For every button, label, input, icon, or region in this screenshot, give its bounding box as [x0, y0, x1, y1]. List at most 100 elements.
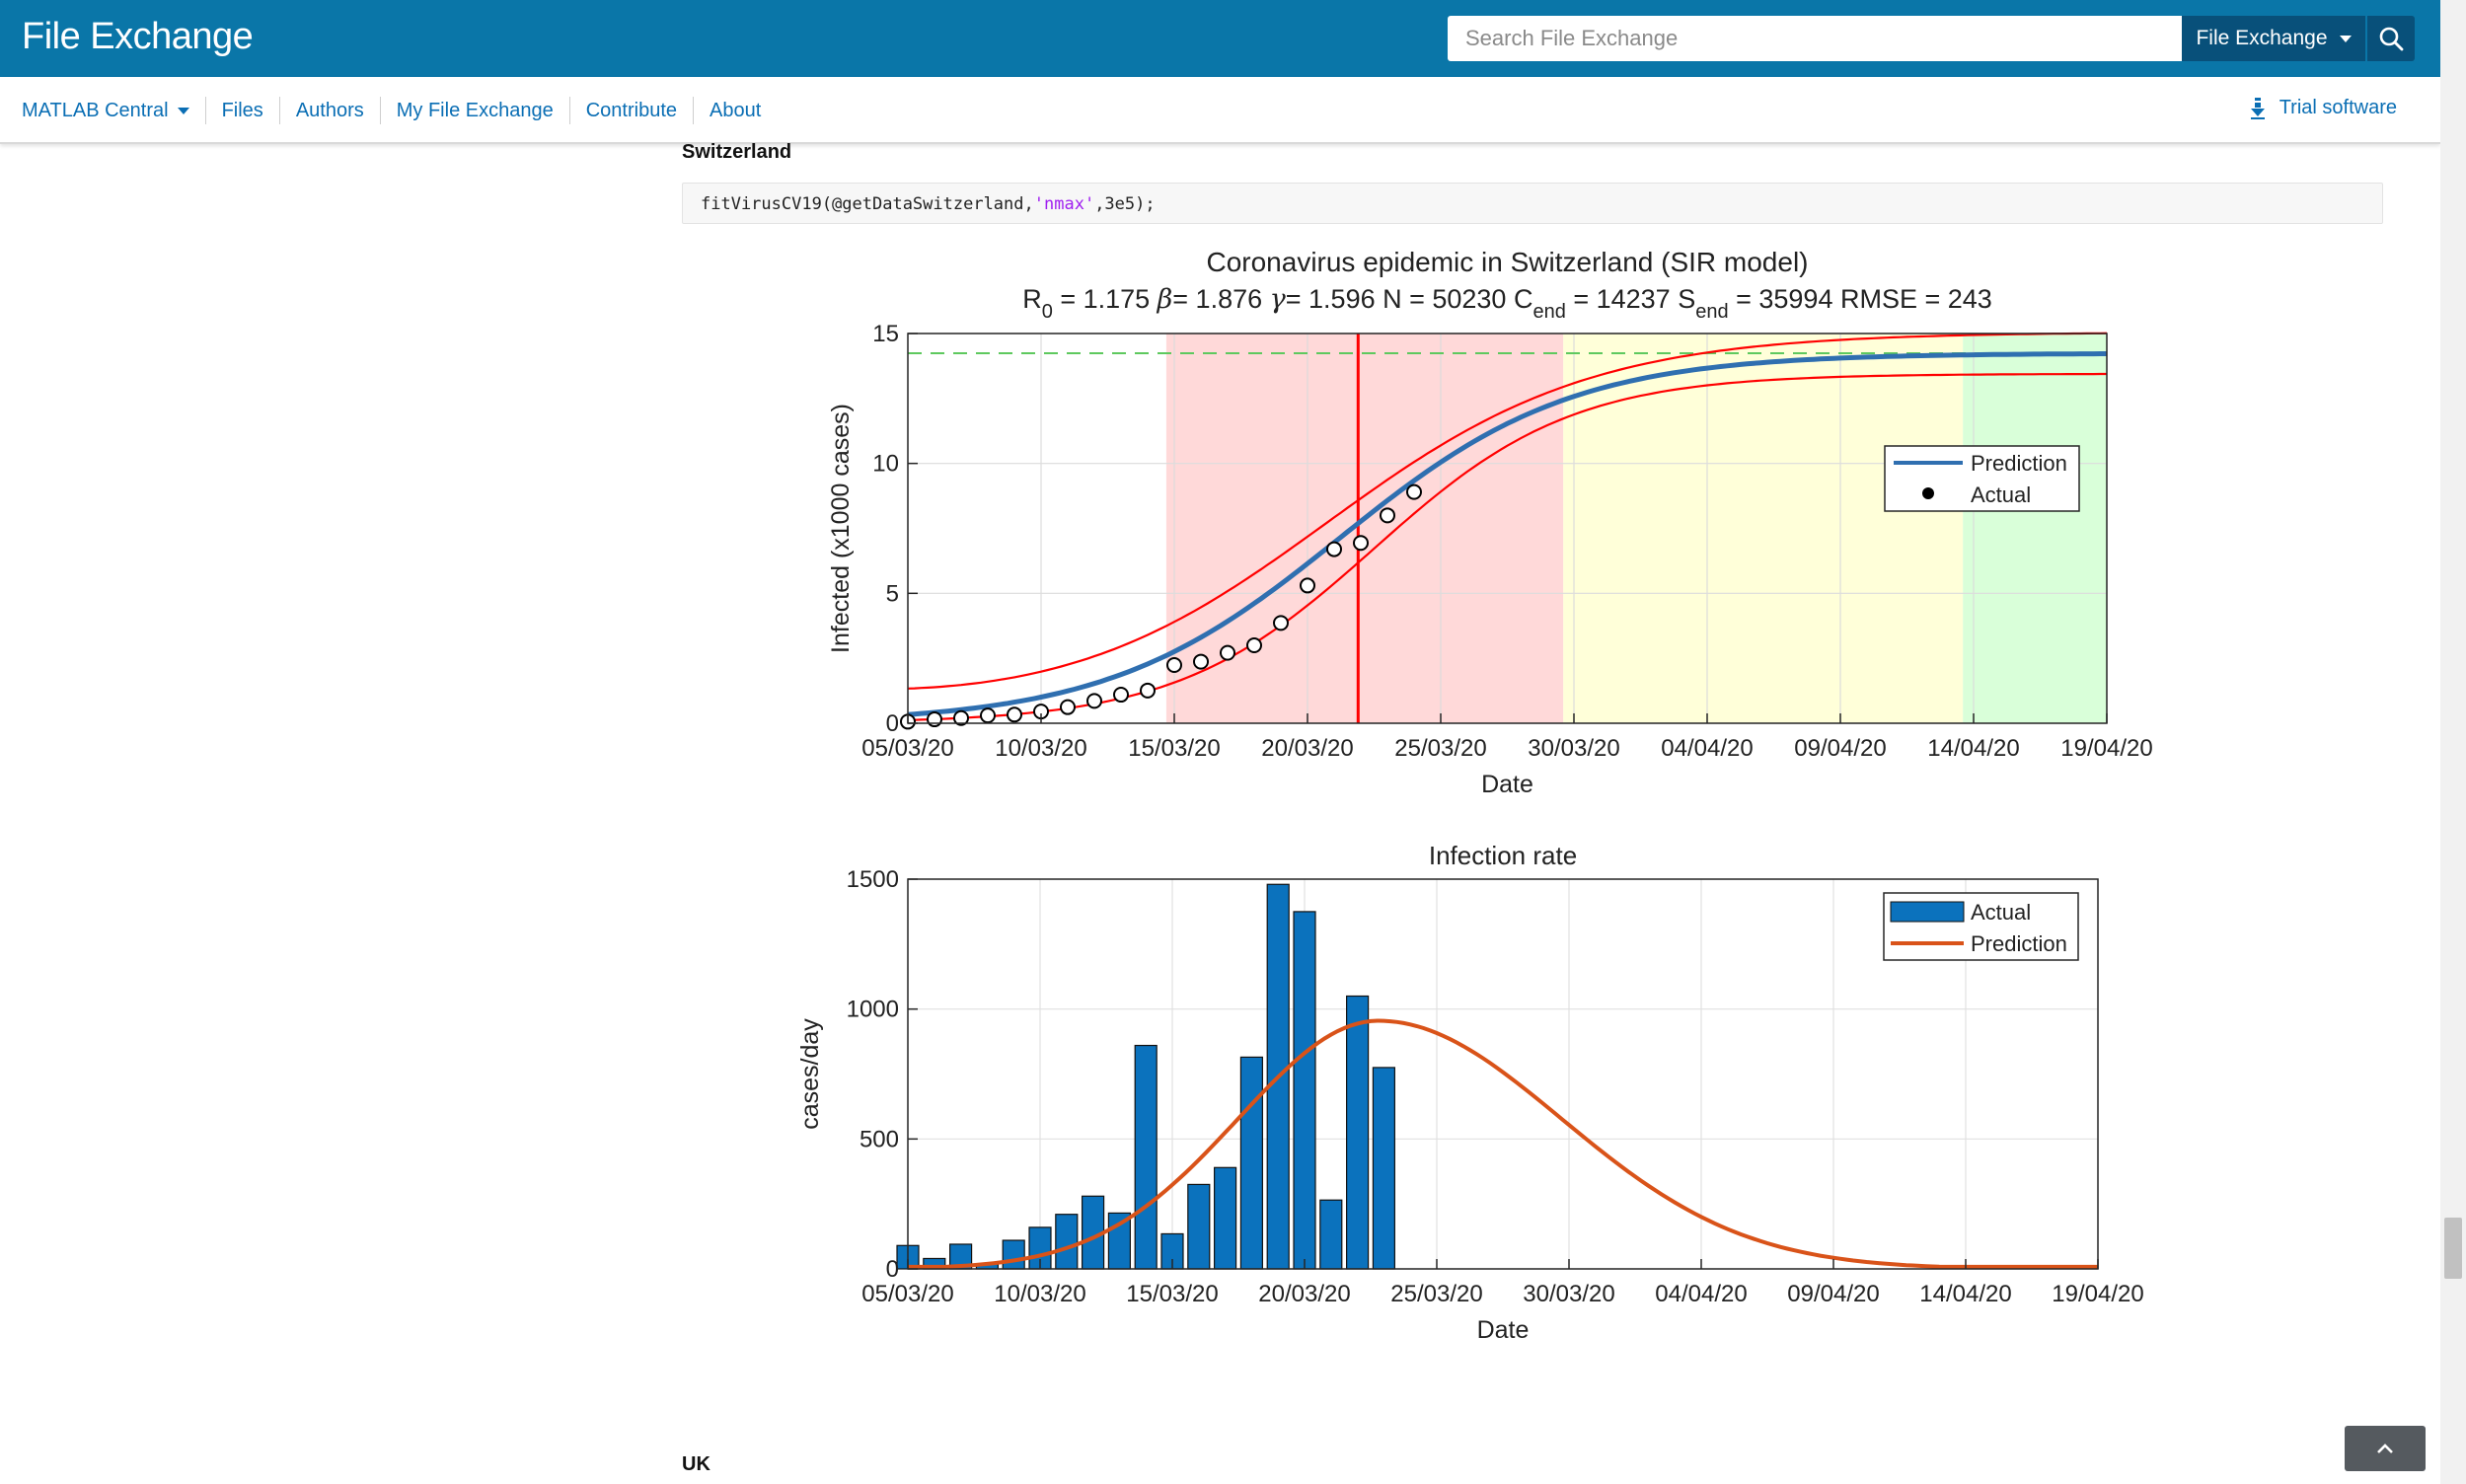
y-tick-label: 10: [872, 451, 899, 478]
nav-matlab-central[interactable]: MATLAB Central: [22, 97, 205, 124]
nav-authors[interactable]: Authors: [278, 97, 380, 124]
chart-title: Infection rate: [1429, 841, 1577, 870]
nav-label: MATLAB Central: [22, 99, 169, 121]
x-tick-label: 30/03/20: [1528, 735, 1619, 762]
code-text-suffix: ,3e5);: [1094, 194, 1156, 214]
infection-rate-chart: Infection rate 05/03/20 10/03/20 15/03/20 20…: [799, 841, 2144, 1344]
actual-point: [1007, 706, 1022, 723]
x-tick-label: 09/04/20: [1787, 1281, 1879, 1307]
prediction-line: [908, 1018, 2098, 1269]
actual-point: [1140, 682, 1156, 699]
search-scope-label: File Exchange: [2196, 27, 2328, 49]
actual-bar: [1134, 1044, 1158, 1270]
x-tick-label: 10/03/20: [995, 735, 1086, 762]
subtitle-part: = 35994 RMSE = 243: [1736, 284, 1992, 314]
chevron-up-icon: [2377, 1444, 2393, 1453]
actual-point: [1273, 615, 1289, 631]
chevron-down-icon: [2339, 35, 2352, 42]
actual-bar: [1187, 1183, 1211, 1270]
x-axis-label: Date: [1481, 771, 1533, 798]
legend-prediction-label: Prediction: [1971, 931, 2067, 956]
download-icon: [2250, 97, 2265, 119]
y-tick-label: 15: [872, 321, 899, 347]
x-tick-label: 14/04/20: [1919, 1281, 2011, 1307]
code-text: fitVirusCV19(@getDataSwitzerland,: [701, 194, 1034, 214]
phase-band-2: [1963, 334, 2107, 723]
x-tick-label: 25/03/20: [1390, 1281, 1482, 1307]
subtitle-part: = 1.596 N = 50230 C: [1286, 284, 1533, 314]
trial-software-link[interactable]: Trial software: [2250, 97, 2397, 119]
subtitle-part: end: [1695, 301, 1728, 323]
y-axis-label: cases/day: [799, 1018, 824, 1130]
actual-point: [1060, 699, 1076, 715]
subtitle-baseline: [1053, 284, 1061, 314]
subtitle-part: end: [1532, 301, 1565, 323]
actual-point: [1086, 693, 1102, 709]
search-input[interactable]: [1448, 16, 2182, 61]
scrollbar-thumb[interactable]: [2444, 1218, 2462, 1279]
x-tick-label: 10/03/20: [994, 1281, 1085, 1307]
legend-actual-swatch: [1890, 901, 1965, 923]
actual-bar: [1214, 1166, 1237, 1270]
y-axis-label: Infected (x1000 cases): [827, 404, 855, 653]
nav-about[interactable]: About: [693, 97, 777, 124]
subtitle-baseline: [1729, 284, 1737, 314]
legend-box: [1884, 445, 2080, 512]
x-tick-label: 09/04/20: [1794, 735, 1886, 762]
subtitle-part: 0: [1042, 301, 1053, 323]
nav-links: MATLAB Central Files Authors My File Exc…: [22, 97, 777, 124]
actual-bar: [1002, 1239, 1025, 1270]
nav-files[interactable]: Files: [204, 97, 279, 124]
actual-bar: [1293, 911, 1316, 1270]
code-string: 'nmax': [1033, 194, 1095, 214]
subtitle-part: = 1.175: [1060, 284, 1157, 314]
actual-point: [1246, 637, 1262, 653]
x-tick-label: 04/04/20: [1661, 735, 1753, 762]
x-tick-label: 15/03/20: [1126, 1281, 1218, 1307]
nav-contribute[interactable]: Contribute: [568, 97, 693, 124]
brand-logo[interactable]: File Exchange: [22, 16, 254, 57]
actual-bar: [1346, 995, 1370, 1270]
scroll-to-top-button[interactable]: [2345, 1426, 2426, 1471]
actual-bar: [1372, 1067, 1395, 1270]
x-tick-label: 14/04/20: [1927, 735, 2019, 762]
x-axis-label: Date: [1477, 1316, 1530, 1344]
legend-actual-label: Actual: [1971, 482, 2031, 507]
search-scope-dropdown[interactable]: File Exchange: [2182, 16, 2365, 61]
y-tick-label: 0: [886, 710, 899, 737]
lower-bound-line: [907, 372, 2107, 721]
nav-label: Authors: [295, 99, 364, 121]
chart-title: Coronavirus epidemic in Switzerland (SIR…: [1206, 247, 1808, 277]
trial-label: Trial software: [2279, 97, 2397, 118]
upper-bound-line: [907, 332, 2108, 690]
actual-bar: [1239, 1056, 1263, 1270]
subtitle-baseline: [1566, 284, 1574, 314]
prediction-line: [907, 351, 2107, 717]
chevron-down-icon: [177, 107, 189, 114]
subtitle-part: γ: [1270, 284, 1287, 315]
nav-label: Files: [221, 99, 263, 121]
subtitle-part: = 14237 S: [1573, 284, 1695, 314]
y-tick-label: 1500: [847, 866, 899, 893]
x-tick-label: 19/04/20: [2052, 1281, 2143, 1307]
x-tick-label: 19/04/20: [2060, 735, 2152, 762]
actual-point: [1166, 657, 1182, 674]
legend-actual-swatch: [1922, 487, 1934, 499]
actual-point: [1193, 653, 1209, 670]
x-tick-label: 20/03/20: [1258, 1281, 1350, 1307]
section-title-uk: UK: [682, 1453, 710, 1475]
actual-point: [953, 709, 969, 726]
actual-point: [1353, 535, 1369, 552]
phase-band-1: [1563, 334, 1964, 723]
actual-bar: [1319, 1199, 1343, 1270]
actual-bar: [1055, 1214, 1079, 1270]
actual-point: [1406, 483, 1422, 500]
nav-label: My File Exchange: [396, 99, 554, 121]
nav-my-file-exchange[interactable]: My File Exchange: [379, 97, 569, 124]
x-tick-label: 04/04/20: [1655, 1281, 1747, 1307]
top-header: File Exchange File Exchange: [0, 0, 2440, 77]
epidemic-chart: Coronavirus epidemic in Switzerland (SIR…: [827, 247, 2153, 798]
axes-box: [907, 878, 2099, 1270]
actual-point: [1300, 577, 1315, 594]
search-button[interactable]: [2367, 16, 2415, 61]
